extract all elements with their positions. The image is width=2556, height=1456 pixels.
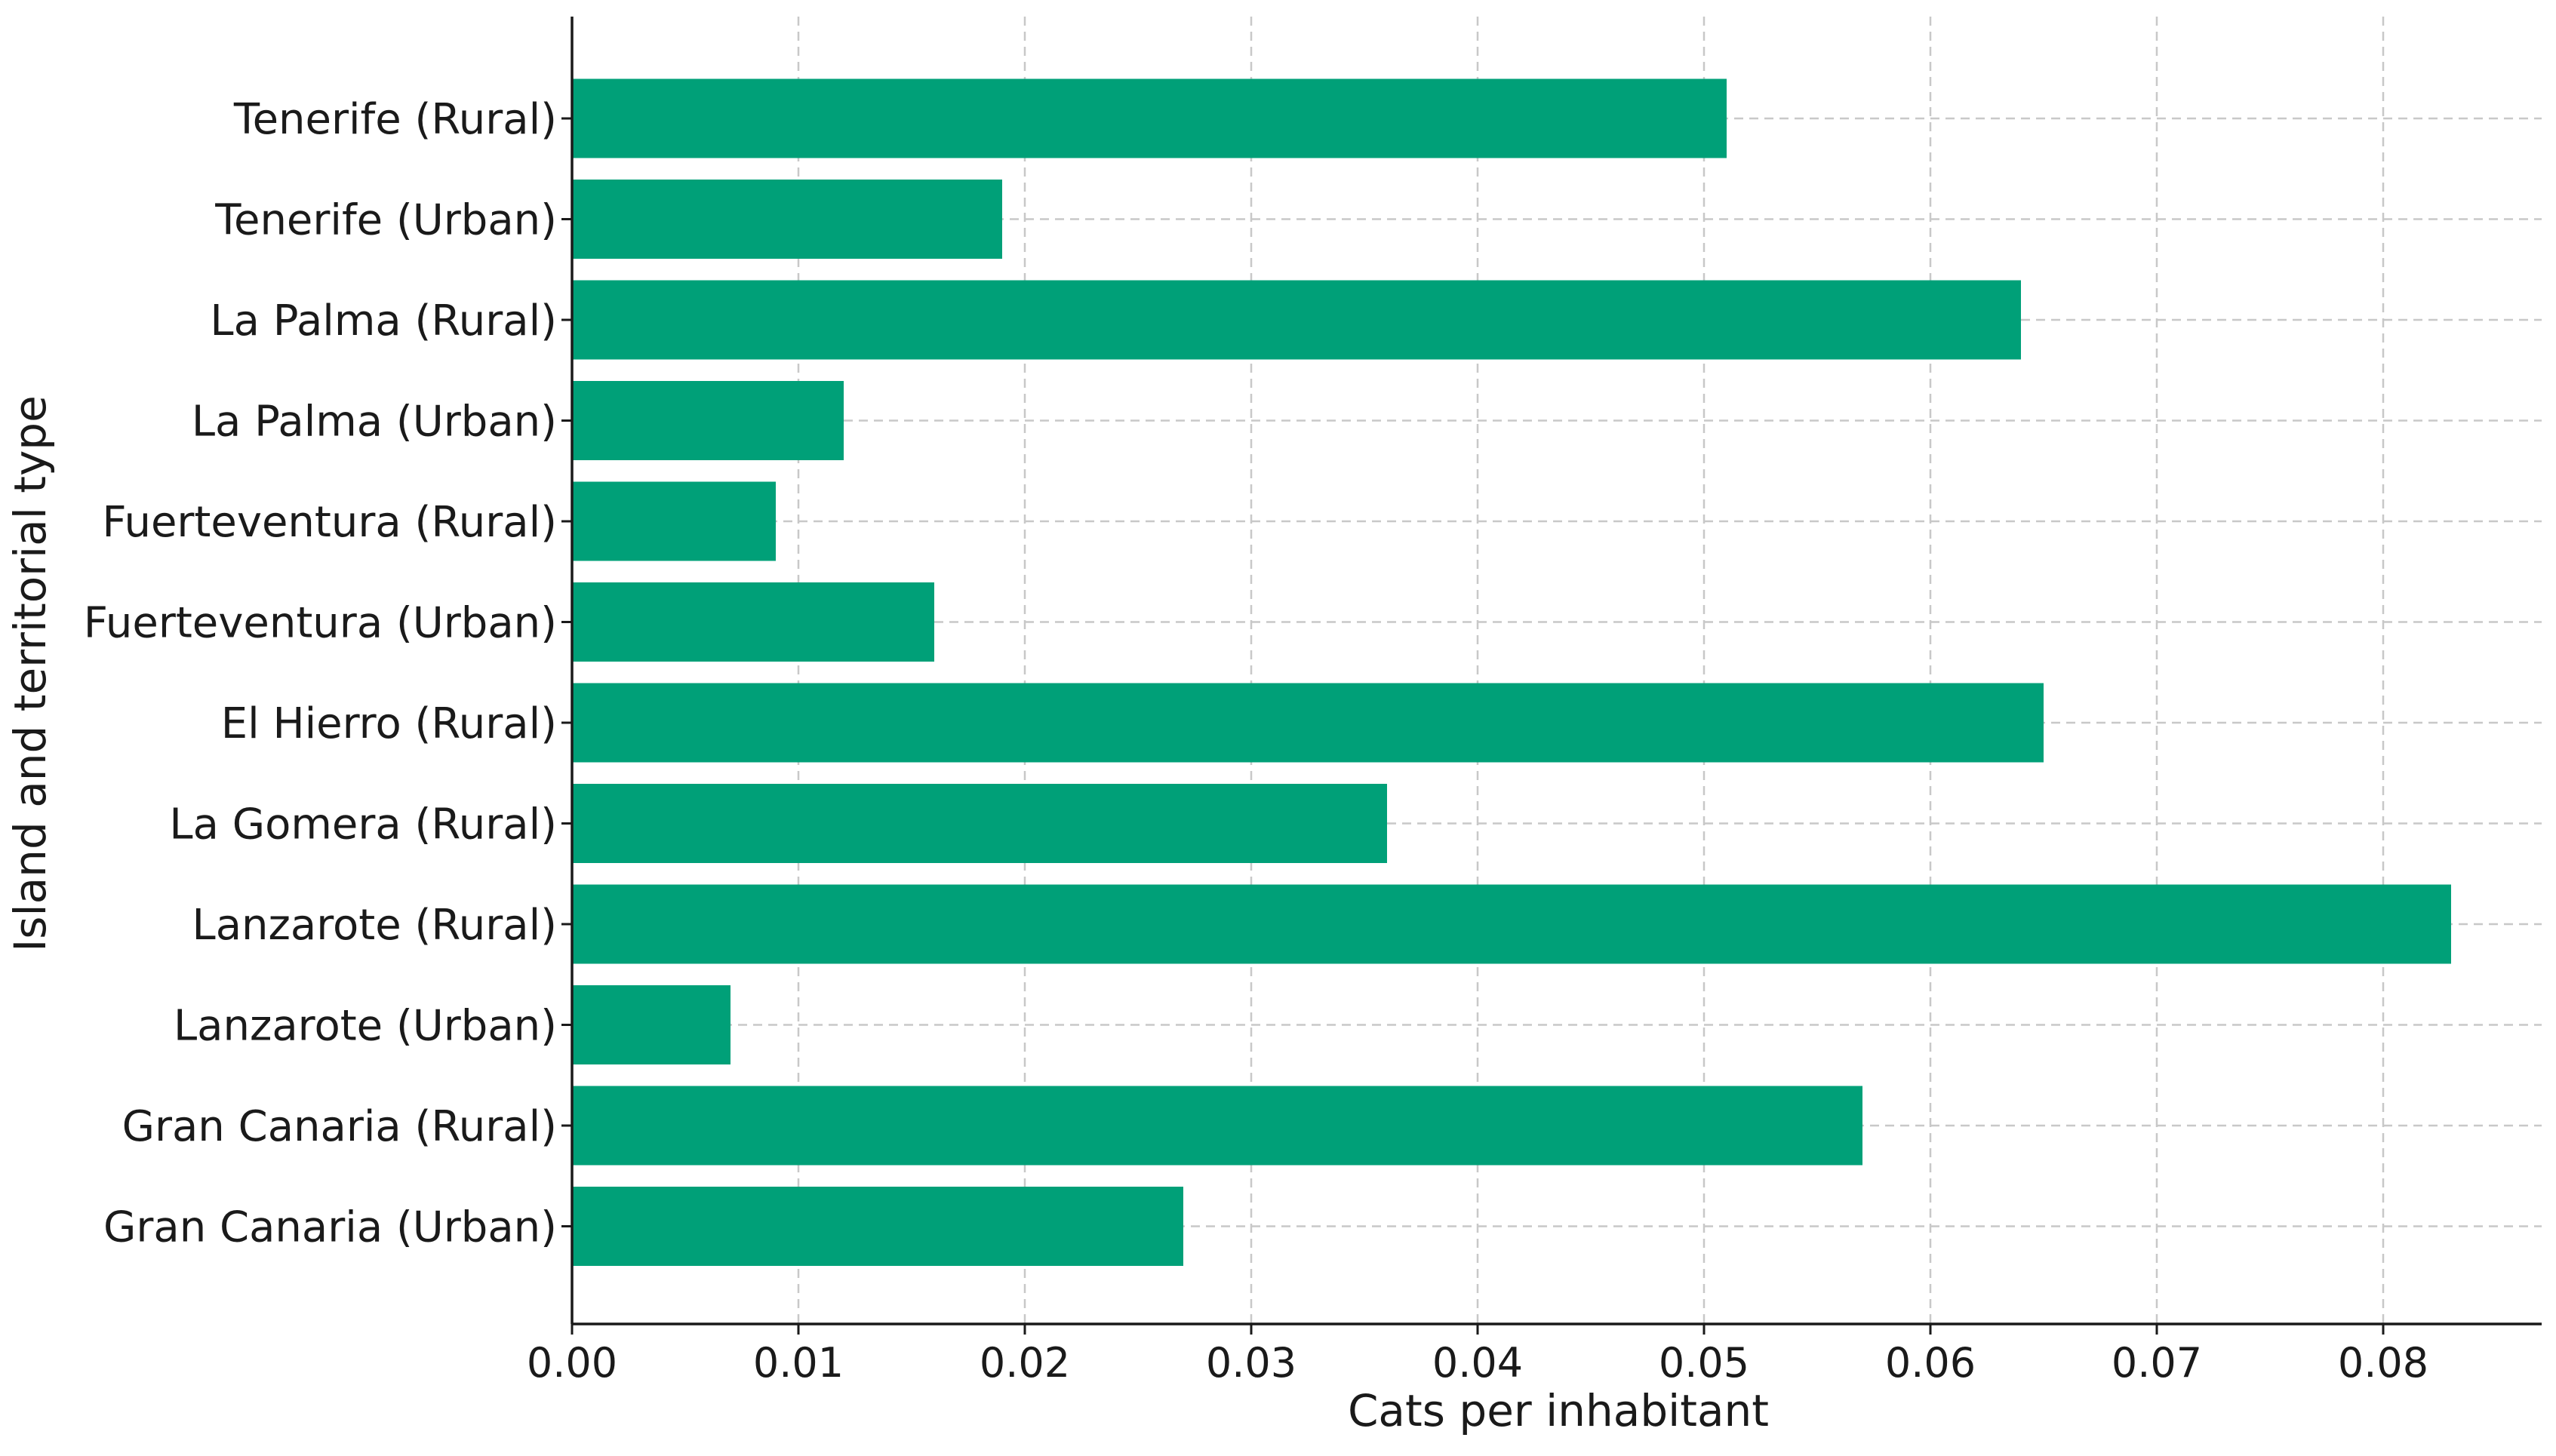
y-tick-label: Tenerife (Rural) — [233, 95, 557, 144]
bar — [572, 78, 1727, 158]
bar — [572, 784, 1387, 863]
bar — [572, 1187, 1183, 1266]
y-tick-label: Gran Canaria (Urban) — [103, 1203, 557, 1252]
bar — [572, 280, 2021, 360]
y-tick-label: La Palma (Rural) — [210, 296, 557, 346]
x-tick-label: 0.01 — [753, 1339, 844, 1387]
y-axis-label: Island and territorial type — [5, 395, 56, 952]
y-tick-label: Fuerteventura (Rural) — [102, 498, 557, 547]
bar — [572, 381, 844, 460]
bar — [572, 481, 776, 561]
x-tick-labels: 0.00 0.01 0.02 0.03 0.04 0.05 0.06 0.07 0.08 — [527, 1339, 2428, 1387]
x-axis-label: Cats per inhabitant — [1348, 1385, 1769, 1436]
x-tick-label: 0.06 — [1885, 1339, 1976, 1387]
x-tick-label: 0.04 — [1432, 1339, 1523, 1387]
y-tick-label: La Palma (Urban) — [192, 398, 557, 447]
y-tick-labels: Tenerife (Rural) Tenerife (Urban) La Palma… — [84, 95, 557, 1252]
y-tick-label: Lanzarote (Urban) — [174, 1002, 557, 1051]
axis-layer — [561, 17, 2542, 1335]
bar — [572, 884, 2451, 964]
bar — [572, 180, 1002, 259]
bar-layer — [572, 78, 2451, 1266]
x-tick-label: 0.03 — [1206, 1339, 1296, 1387]
y-tick-label: La Gomera (Rural) — [169, 800, 557, 849]
x-tick-label: 0.02 — [980, 1339, 1070, 1387]
x-tick-label: 0.00 — [527, 1339, 617, 1387]
x-tick-label: 0.08 — [2338, 1339, 2428, 1387]
y-tick-label: Tenerife (Urban) — [214, 196, 557, 245]
bar — [572, 985, 731, 1064]
x-tick-label: 0.05 — [1659, 1339, 1749, 1387]
bar — [572, 1086, 1862, 1166]
bar — [572, 582, 934, 662]
y-tick-label: Lanzarote (Rural) — [192, 901, 557, 950]
x-tick-label: 0.07 — [2112, 1339, 2202, 1387]
y-tick-label: El Hierro (Rural) — [221, 699, 557, 748]
y-tick-label: Fuerteventura (Urban) — [84, 599, 557, 648]
y-tick-label: Gran Canaria (Rural) — [122, 1102, 557, 1151]
bar — [572, 683, 2044, 763]
